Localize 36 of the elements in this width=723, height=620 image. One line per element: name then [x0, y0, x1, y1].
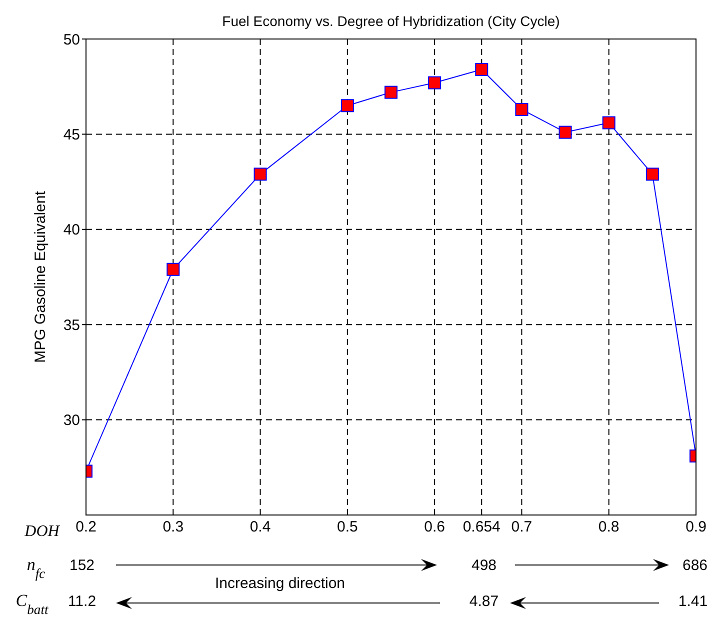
- point: [384, 86, 398, 99]
- x-tick-label: 0.5: [337, 518, 358, 536]
- text: 4.87: [469, 593, 499, 610]
- x-tick-label: 0.654: [462, 518, 500, 536]
- text: n$_{fc}$: [26, 555, 46, 580]
- point: [340, 99, 354, 112]
- point: [166, 262, 180, 276]
- point: [602, 116, 616, 130]
- text: 686: [682, 557, 708, 574]
- y-tick-label: 50: [63, 31, 80, 48]
- x-axis-title: DOH: [24, 523, 61, 540]
- y-tick-label: 45: [63, 126, 80, 144]
- x-tick-label: 0.8: [598, 518, 620, 536]
- point: [428, 76, 442, 90]
- point: [515, 102, 528, 116]
- point: [558, 126, 572, 139]
- x-tick-label: 0.6: [424, 518, 445, 536]
- point: [475, 62, 488, 76]
- text: Increasing direction: [214, 575, 346, 592]
- y-tick-label: 35: [63, 316, 80, 334]
- x-tick-label: 0.7: [511, 518, 532, 536]
- text: 11.2: [68, 593, 96, 610]
- y-axis-title: MPG Gasoline Equivalent: [32, 190, 49, 363]
- chart-title: Fuel Economy vs. Degree of Hybridization (City Cycle): [222, 13, 560, 29]
- point: [646, 168, 659, 181]
- x-tick-label: 0.4: [250, 518, 271, 536]
- text: C$_{batt}$: [16, 591, 50, 616]
- y-tick-label: 30: [63, 412, 80, 430]
- x-tick-label: 0.9: [686, 518, 706, 536]
- y-tick-label: 40: [63, 222, 80, 239]
- text: 1.41: [678, 593, 708, 610]
- point: [254, 168, 267, 181]
- x-tick-label: 0.2: [76, 518, 96, 536]
- x-tick-label: 0.3: [162, 518, 184, 536]
- text: 498: [471, 557, 497, 574]
- text: 152: [69, 557, 95, 574]
